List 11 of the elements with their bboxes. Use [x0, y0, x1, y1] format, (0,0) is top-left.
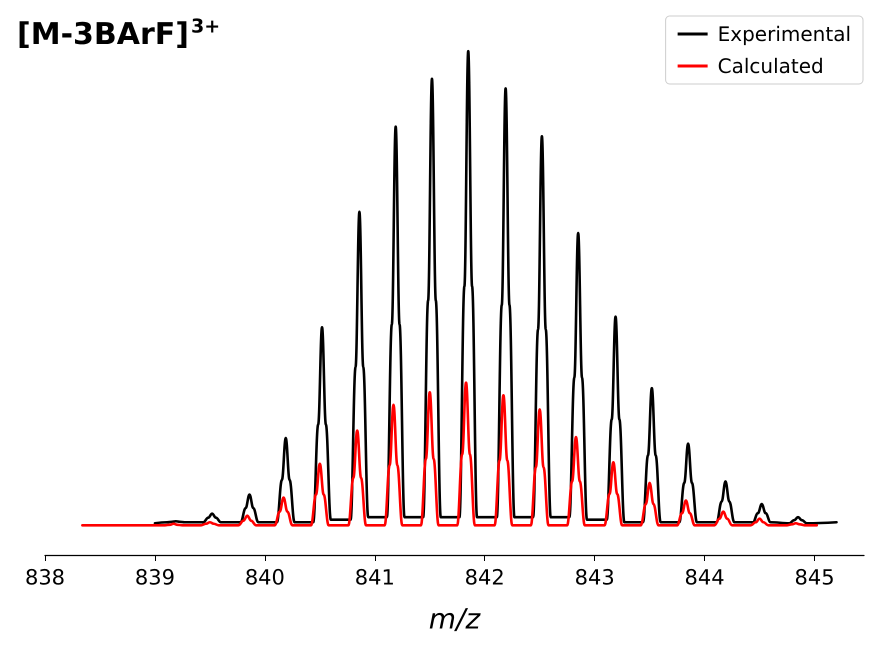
x-tick-label: 843 [574, 566, 615, 590]
x-axis-title: m/z [428, 602, 482, 636]
x-tick-label: 839 [134, 566, 175, 590]
x-tick-label: 842 [464, 566, 505, 590]
legend-label: Calculated [718, 54, 824, 78]
legend-label: Experimental [718, 22, 852, 46]
x-tick-label: 844 [684, 566, 725, 590]
x-tick-label: 838 [24, 566, 66, 590]
x-tick-label: 841 [354, 566, 395, 590]
x-tick-label: 845 [794, 566, 835, 590]
x-tick-label: 840 [244, 566, 285, 590]
